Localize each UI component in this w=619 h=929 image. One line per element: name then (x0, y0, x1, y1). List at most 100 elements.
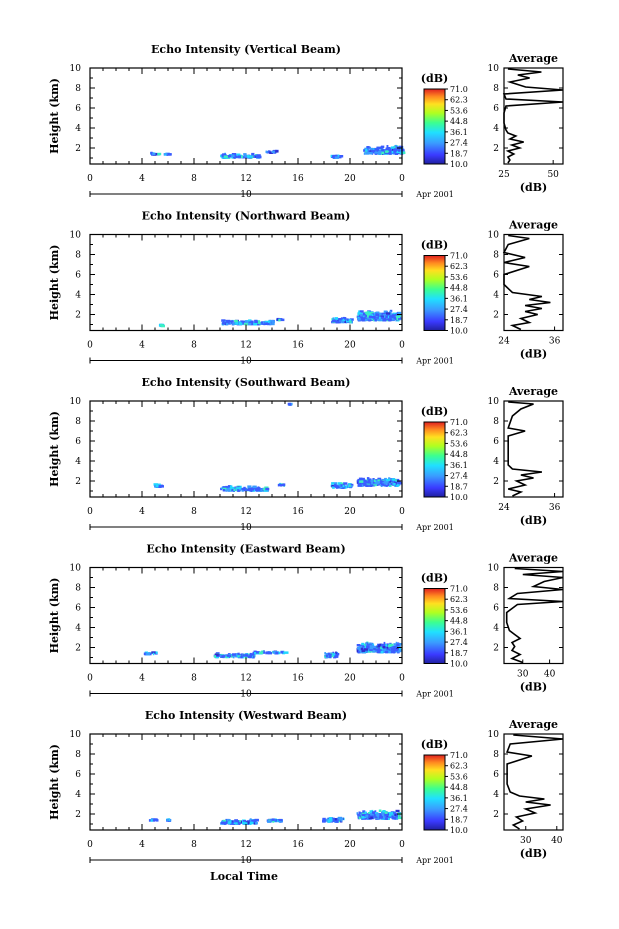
echo-region (363, 144, 406, 155)
echo-cell (241, 322, 244, 325)
echo-cell (335, 154, 340, 158)
echo-cell (366, 477, 370, 480)
y-tick-label: 10 (70, 564, 82, 574)
echo-cell (363, 149, 366, 152)
echo-cell (243, 322, 246, 326)
echo-cell (401, 151, 406, 154)
echo-cell (383, 480, 386, 483)
y-axis-title: Height (km) (48, 78, 61, 154)
echo-cell (222, 487, 227, 491)
echo-region (322, 816, 345, 823)
average-x-title: (dB) (520, 681, 547, 694)
echo-cell (389, 311, 392, 314)
echo-cell (227, 821, 232, 824)
echo-cell (374, 151, 379, 154)
average-x-tick-label: 40 (551, 836, 563, 846)
echo-cell (282, 483, 286, 486)
x-tick-label: 8 (191, 674, 197, 684)
echo-cell (358, 813, 361, 817)
average-panel: Average 2 4 6 8 10 30 40 (dB) (488, 718, 564, 860)
x-tick-label: 16 (292, 674, 304, 684)
echo-cell (242, 654, 245, 657)
x-tick-label: 0 (399, 341, 405, 351)
echo-region (221, 319, 275, 326)
echo-cell (358, 811, 361, 814)
echo-cell (225, 485, 228, 489)
colorbar-tick-label: 10.0 (450, 327, 468, 336)
echo-cell (278, 318, 281, 322)
echo-cell (340, 819, 343, 822)
echo-region (356, 477, 402, 487)
echo-cell (245, 821, 250, 824)
average-title: Average (508, 219, 558, 232)
echo-cell (230, 485, 233, 488)
y-tick-label: 10 (70, 730, 82, 740)
average-y-tick-label: 4 (493, 624, 499, 634)
echo-region (287, 402, 293, 406)
echo-cell (368, 479, 372, 483)
echo-cell (378, 644, 382, 647)
echo-cell (380, 484, 383, 487)
echo-cell (382, 482, 386, 485)
colorbar-tick-label: 53.6 (450, 439, 468, 448)
y-axis-title: Height (km) (48, 744, 61, 820)
echo-cell (332, 319, 336, 323)
echo-cell (235, 155, 238, 159)
echo-cell (216, 655, 220, 659)
echo-cell (387, 318, 390, 321)
average-y-tick-label: 8 (493, 84, 499, 94)
date-label: Apr 2001 (415, 856, 454, 865)
echo-cell (365, 148, 368, 152)
echo-cell (254, 321, 257, 324)
colorbar (423, 255, 446, 331)
echo-cell (334, 818, 338, 821)
echo-cell (151, 819, 153, 822)
echo-cell (337, 154, 340, 158)
echo-cell (357, 647, 360, 650)
average-profile-line (502, 68, 564, 164)
echo-cell (254, 652, 257, 655)
x-tick-label: 20 (344, 341, 356, 351)
echo-cell (380, 646, 382, 649)
average-x-tick-label: 50 (547, 170, 559, 180)
average-x-title: (dB) (520, 348, 547, 361)
echo-cell (232, 653, 236, 656)
y-tick-label: 2 (75, 477, 81, 487)
average-y-tick-label: 2 (493, 311, 499, 321)
echo-cell (152, 819, 156, 822)
echo-cell (340, 484, 343, 487)
day-label: 10 (240, 690, 252, 700)
echo-cell (389, 149, 393, 153)
echo-cell (359, 813, 365, 817)
echo-cell (332, 155, 334, 158)
echo-cell (324, 655, 327, 658)
average-y-tick-label: 4 (493, 291, 499, 301)
echo-cell (367, 642, 371, 645)
echo-cell (377, 318, 382, 322)
echo-cell (226, 487, 230, 491)
echo-cell (327, 652, 331, 656)
echo-cell (366, 645, 370, 649)
echo-cell (384, 650, 389, 654)
echo-cell (358, 317, 363, 320)
echo-cell (371, 149, 376, 153)
echo-cell (383, 644, 387, 647)
colorbar-tick-label: 53.6 (450, 106, 468, 115)
x-tick-label: 20 (344, 840, 356, 850)
day-label: 10 (240, 523, 252, 533)
echo-cell (231, 654, 235, 658)
echo-cell (359, 815, 362, 818)
echo-cell (393, 482, 396, 486)
echo-cell (396, 484, 400, 487)
echo-cell (143, 652, 147, 655)
echo-cell (378, 151, 382, 154)
echo-cell (378, 649, 383, 652)
echo-cell (331, 485, 336, 488)
echo-cell (280, 318, 285, 322)
echo-cell (148, 819, 151, 822)
echo-cell (378, 809, 382, 812)
echo-cell (381, 148, 384, 152)
y-tick-label: 4 (75, 624, 81, 634)
echo-cell (379, 813, 385, 817)
echo-cell (395, 313, 399, 317)
